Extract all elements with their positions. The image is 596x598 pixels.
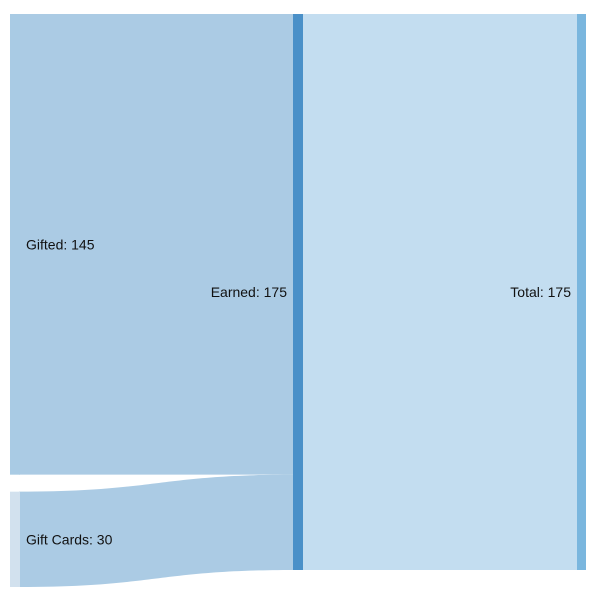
link-gifted-to-earned bbox=[19, 14, 294, 475]
node-gifted bbox=[10, 14, 20, 475]
link-earned-to-total bbox=[302, 14, 578, 570]
label-gifted: Gifted: 145 bbox=[26, 236, 95, 252]
link-giftcards-to-earned bbox=[19, 474, 294, 587]
label-giftcards: Gift Cards: 30 bbox=[26, 531, 113, 547]
nodes-layer bbox=[10, 14, 586, 587]
node-total bbox=[577, 14, 586, 570]
label-earned: Earned: 175 bbox=[211, 284, 287, 300]
node-giftcards bbox=[10, 491, 20, 587]
labels-layer: Gifted: 145 Gift Cards: 30 Earned: 175 Tota… bbox=[26, 236, 571, 547]
label-total: Total: 175 bbox=[510, 284, 571, 300]
node-earned bbox=[293, 14, 303, 570]
links-layer bbox=[19, 14, 578, 587]
